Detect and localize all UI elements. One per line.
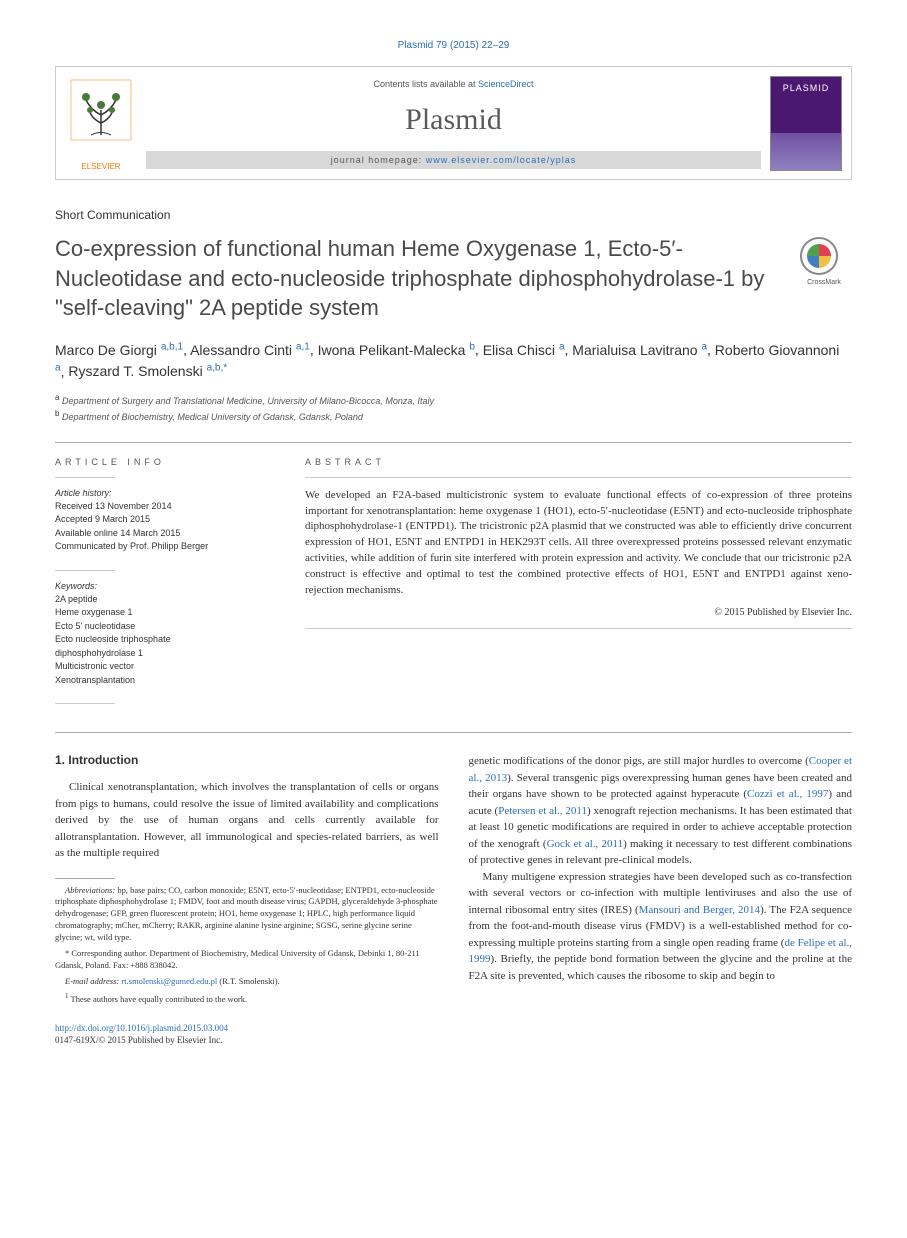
citation-link[interactable]: Petersen et al., 2011 (498, 805, 587, 817)
citation-link[interactable]: Mansouri and Berger, 2014 (639, 904, 760, 916)
contents-line: Contents lists available at ScienceDirec… (146, 79, 761, 89)
abbreviations-footnote: Abbreviations: bp, base pairs; CO, carbo… (55, 885, 439, 944)
body-text-span: ). Briefly, the peptide bond formation b… (469, 953, 853, 982)
citation-link[interactable]: Plasmid 79 (2015) 22–29 (398, 40, 510, 51)
cover-title: PLASMID (771, 77, 841, 93)
doi-link[interactable]: http://dx.doi.org/10.1016/j.plasmid.2015… (55, 1023, 228, 1033)
abstract-divider (305, 628, 852, 629)
homepage-line: journal homepage: www.elsevier.com/locat… (146, 151, 761, 169)
info-divider (55, 703, 115, 704)
article-info-column: ARTICLE INFO Article history: Received 1… (55, 457, 275, 715)
contents-text: Contents lists available at (373, 79, 478, 89)
author-affiliation-marker: a,1 (296, 341, 310, 352)
publisher-logo-container: ELSEVIER (56, 67, 146, 179)
abstract-header: ABSTRACT (305, 457, 852, 467)
author-name: Elisa Chisci a (483, 342, 565, 358)
keyword-item: Multicistronic vector (55, 660, 275, 674)
abstract-text: We developed an F2A-based multicistronic… (305, 488, 852, 600)
history-item: Received 13 November 2014 (55, 500, 275, 514)
author-affiliation-marker: a,b,* (207, 363, 228, 374)
author-affiliation-marker: a,b,1 (161, 341, 183, 352)
homepage-label: journal homepage: (331, 155, 426, 165)
info-divider (55, 477, 115, 478)
author-name: Marco De Giorgi a,b,1 (55, 342, 183, 358)
journal-cover-image: PLASMID (770, 76, 842, 171)
affiliation-item: b Department of Biochemistry, Medical Un… (55, 408, 852, 424)
corr-text: Corresponding author. Department of Bioc… (55, 948, 420, 970)
abstract-divider (305, 477, 852, 478)
author-name: Marialuisa Lavitrano a (572, 342, 707, 358)
header-citation: Plasmid 79 (2015) 22–29 (55, 40, 852, 51)
body-paragraph: Clinical xenotransplantation, which invo… (55, 779, 439, 862)
footnotes-rule (55, 878, 115, 879)
crossmark-icon[interactable]: CrossMark (797, 234, 852, 289)
history-label: Article history: (55, 488, 275, 498)
article-title: Co-expression of functional human Heme O… (55, 234, 777, 323)
keyword-item: Ecto nucleoside triphosphate (55, 633, 275, 647)
email-suffix: (R.T. Smolenski). (217, 976, 279, 986)
journal-name: Plasmid (146, 103, 761, 137)
info-divider (55, 570, 115, 571)
history-item: Accepted 9 March 2015 (55, 513, 275, 527)
citation-link[interactable]: Cozzi et al., 1997 (747, 788, 828, 800)
article-type: Short Communication (55, 208, 852, 222)
body-text-span: genetic modifications of the donor pigs,… (469, 755, 809, 767)
affiliations-list: a Department of Surgery and Translationa… (55, 392, 852, 423)
history-item: Communicated by Prof. Philipp Berger (55, 540, 275, 554)
homepage-link[interactable]: www.elsevier.com/locate/yplas (426, 155, 577, 165)
keyword-item: Xenotransplantation (55, 674, 275, 688)
body-paragraph: genetic modifications of the donor pigs,… (469, 753, 853, 869)
author-affiliation-marker: a (55, 363, 61, 374)
section-divider (55, 732, 852, 733)
issn-line: 0147-619X/© 2015 Published by Elsevier I… (55, 1035, 439, 1045)
body-column-left: 1. Introduction Clinical xenotransplanta… (55, 753, 439, 1045)
journal-cover-container: PLASMID (761, 67, 851, 179)
section-divider (55, 442, 852, 443)
abbrev-label: Abbreviations: (65, 885, 115, 895)
section-title: Introduction (68, 753, 138, 767)
body-paragraph: Many multigene expression strategies hav… (469, 869, 853, 985)
citation-link[interactable]: Gock et al., 2011 (547, 838, 623, 850)
keyword-item: Heme oxygenase 1 (55, 606, 275, 620)
author-affiliation-marker: b (469, 341, 475, 352)
affiliation-item: a Department of Surgery and Translationa… (55, 392, 852, 408)
keyword-item: 2A peptide (55, 593, 275, 607)
abstract-column: ABSTRACT We developed an F2A-based multi… (305, 457, 852, 715)
banner-center: Contents lists available at ScienceDirec… (146, 67, 761, 179)
elsevier-tree-icon (66, 75, 136, 155)
keyword-item: diphosphohydrolase 1 (55, 647, 275, 661)
email-link[interactable]: rt.smolenski@gumed.edu.pl (121, 976, 217, 986)
author-affiliation-marker: a (559, 341, 565, 352)
email-footnote: E-mail address: rt.smolenski@gumed.edu.p… (55, 976, 439, 988)
journal-banner: ELSEVIER Contents lists available at Sci… (55, 66, 852, 180)
email-label: E-mail address: (65, 976, 119, 986)
author-name: Alessandro Cinti a,1 (190, 342, 310, 358)
author-affiliation-marker: a (701, 341, 707, 352)
section-number: 1. (55, 753, 65, 767)
sciencedirect-link[interactable]: ScienceDirect (478, 79, 534, 89)
corresponding-footnote: * Corresponding author. Department of Bi… (55, 948, 439, 972)
history-text: Received 13 November 2014Accepted 9 Marc… (55, 500, 275, 554)
equal-contribution-footnote: 1 These authors have equally contributed… (55, 992, 439, 1006)
author-name: Iwona Pelikant-Malecka b (318, 342, 475, 358)
author-name: Ryszard T. Smolenski a,b,* (68, 363, 227, 379)
footnotes-block: Abbreviations: bp, base pairs; CO, carbo… (55, 885, 439, 1006)
keywords-label: Keywords: (55, 581, 275, 591)
keywords-text: 2A peptideHeme oxygenase 1Ecto 5' nucleo… (55, 593, 275, 688)
doi-line: http://dx.doi.org/10.1016/j.plasmid.2015… (55, 1023, 439, 1033)
article-info-header: ARTICLE INFO (55, 457, 275, 467)
publisher-name: ELSEVIER (66, 162, 136, 171)
svg-text:CrossMark: CrossMark (807, 279, 841, 286)
keyword-item: Ecto 5' nucleotidase (55, 620, 275, 634)
history-item: Available online 14 March 2015 (55, 527, 275, 541)
authors-list: Marco De Giorgi a,b,1, Alessandro Cinti … (55, 339, 852, 382)
section-heading: 1. Introduction (55, 753, 439, 767)
copyright-text: © 2015 Published by Elsevier Inc. (305, 607, 852, 618)
equal-text: These authors have equally contributed t… (69, 994, 248, 1004)
body-column-right: genetic modifications of the donor pigs,… (469, 753, 853, 1045)
